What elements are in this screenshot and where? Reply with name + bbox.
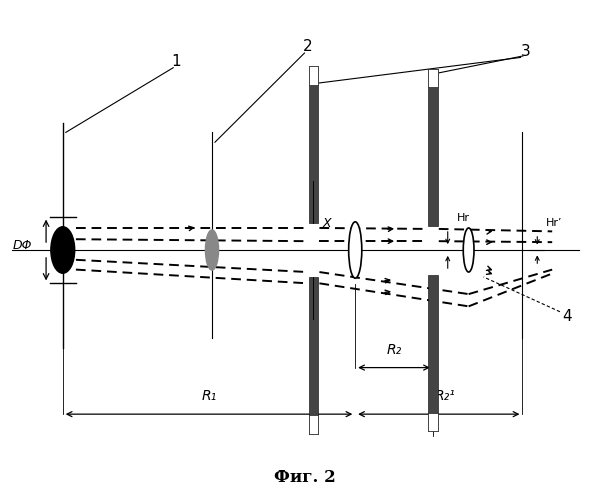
Text: 3: 3 bbox=[521, 44, 530, 59]
Bar bbox=[428, 68, 438, 87]
Ellipse shape bbox=[349, 222, 362, 278]
Bar bbox=[428, 68, 438, 226]
Text: DΦ: DΦ bbox=[12, 238, 32, 252]
Text: 1: 1 bbox=[171, 54, 181, 69]
Text: Hr: Hr bbox=[457, 213, 470, 223]
Bar bbox=[428, 274, 438, 432]
Text: Фиг. 2: Фиг. 2 bbox=[273, 470, 336, 486]
Bar bbox=[309, 66, 319, 85]
Ellipse shape bbox=[205, 230, 219, 270]
Text: R₂¹: R₂¹ bbox=[434, 390, 455, 404]
Ellipse shape bbox=[51, 226, 75, 274]
Text: R₂: R₂ bbox=[386, 343, 402, 357]
Bar bbox=[309, 415, 319, 434]
Bar bbox=[428, 412, 438, 432]
Text: X: X bbox=[322, 216, 331, 230]
Text: 2: 2 bbox=[303, 39, 312, 54]
Text: Hr’: Hr’ bbox=[546, 218, 563, 228]
Text: 4: 4 bbox=[562, 308, 572, 324]
Bar bbox=[309, 277, 319, 434]
Ellipse shape bbox=[463, 228, 474, 272]
Bar bbox=[309, 66, 319, 223]
Text: R₁: R₁ bbox=[202, 390, 217, 404]
